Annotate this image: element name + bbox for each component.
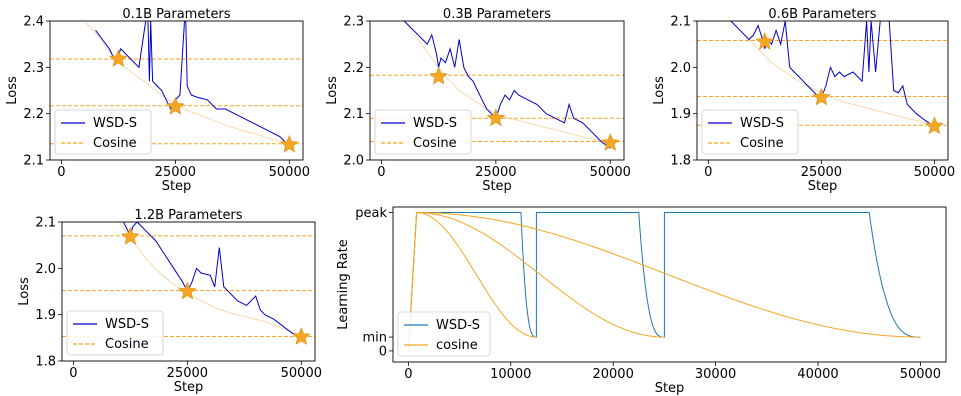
legend-label-wsd: WSD-S xyxy=(436,318,480,333)
checkpoint-star-marker xyxy=(813,89,830,105)
y-tick-label: 2.1 xyxy=(670,15,691,30)
y-axis-label: Learning Rate xyxy=(336,239,351,329)
chart-panel-1: 0 25000 50000 2.1 2.2 2.3 2.4 Step Loss 0.1B Para… xyxy=(5,7,310,194)
x-tick-label: 50000 xyxy=(590,165,631,180)
legend-label-cosine: Cosine xyxy=(105,337,149,352)
y-axis-label: Loss xyxy=(17,277,32,306)
checkpoint-star-marker xyxy=(430,68,447,84)
y-tick-label: 1.8 xyxy=(35,355,56,370)
y-tick-label: 1.9 xyxy=(35,308,56,323)
y-tick-label: 2.0 xyxy=(35,262,56,277)
legend-label-cosine: Cosine xyxy=(413,136,457,151)
y-tick-label: 2.3 xyxy=(23,61,44,76)
y-tick-label: peak xyxy=(355,206,387,221)
y-tick-label: 2.1 xyxy=(23,154,44,169)
y-tick-label: 2.1 xyxy=(343,107,364,122)
y-axis-label: Loss xyxy=(325,76,340,105)
chart-panel-4: 0 25000 50000 1.8 1.9 2.0 2.1 Step Loss 1.2B Para… xyxy=(17,208,322,395)
y-tick-label: 2.0 xyxy=(670,61,691,76)
x-tick-label: 20000 xyxy=(592,367,633,382)
x-tick-label: 50000 xyxy=(269,165,310,180)
y-tick-label: 1.9 xyxy=(670,107,691,122)
x-tick-label: 0 xyxy=(704,165,712,180)
chart-title: 0.6B Parameters xyxy=(768,7,876,22)
chart-panel-5: 0 10000 20000 30000 40000 500000minpeakStepLe… xyxy=(336,206,946,396)
checkpoint-star-marker xyxy=(293,328,310,344)
x-axis-label: Step xyxy=(808,179,838,194)
y-axis-label: Loss xyxy=(652,76,667,105)
x-tick-label: 0 xyxy=(57,165,65,180)
y-tick-label: min xyxy=(362,331,387,346)
x-tick-label: 0 xyxy=(377,165,385,180)
x-tick-label: 25000 xyxy=(475,165,516,180)
y-tick-label: 2.3 xyxy=(343,15,364,30)
x-tick-label: 40000 xyxy=(797,367,838,382)
chart-title: 0.1B Parameters xyxy=(122,7,230,22)
x-axis-label: Step xyxy=(162,179,192,194)
legend-label-wsd: WSD-S xyxy=(413,116,457,131)
x-tick-label: 50000 xyxy=(914,165,955,180)
y-tick-label: 2.2 xyxy=(23,107,44,122)
x-tick-label: 50000 xyxy=(281,366,322,381)
y-tick-label: 2.2 xyxy=(343,61,364,76)
legend-label-wsd: WSD-S xyxy=(105,317,149,332)
checkpoint-star-marker xyxy=(926,117,943,133)
chart-panel-3: 0 25000 50000 1.8 1.9 2.0 2.1 Step Loss 0.6B Para… xyxy=(652,7,955,194)
x-tick-label: 10000 xyxy=(490,367,531,382)
x-tick-label: 0 xyxy=(404,367,412,382)
y-tick-label: 2.4 xyxy=(23,15,44,30)
x-tick-label: 50000 xyxy=(900,367,941,382)
legend-label-wsd: WSD-S xyxy=(740,116,784,131)
chart-title: 0.3B Parameters xyxy=(443,7,551,22)
x-tick-label: 25000 xyxy=(167,366,208,381)
y-axis-label: Loss xyxy=(5,76,20,105)
x-tick-label: 30000 xyxy=(695,367,736,382)
x-axis-label: Step xyxy=(482,179,512,194)
x-tick-label: 0 xyxy=(69,366,77,381)
x-axis-label: Step xyxy=(174,380,204,395)
y-tick-label: 2.0 xyxy=(343,154,364,169)
chart-title: 1.2B Parameters xyxy=(134,208,242,223)
legend-label-cosine: Cosine xyxy=(740,136,784,151)
y-tick-label: 0 xyxy=(379,344,387,359)
y-tick-label: 1.8 xyxy=(670,154,691,169)
y-tick-label: 2.1 xyxy=(35,216,56,231)
x-tick-label: 25000 xyxy=(155,165,196,180)
legend-label-wsd: WSD-S xyxy=(93,116,137,131)
x-axis-label: Step xyxy=(655,381,685,396)
checkpoint-star-marker xyxy=(281,136,298,152)
checkpoint-star-marker xyxy=(122,228,139,244)
checkpoint-star-marker xyxy=(602,134,619,150)
legend-label-cosine: cosine xyxy=(436,338,478,353)
x-tick-label: 25000 xyxy=(801,165,842,180)
chart-panel-2: 0 25000 50000 2.0 2.1 2.2 2.3 Step Loss 0.3B Para… xyxy=(325,7,631,194)
legend-label-cosine: Cosine xyxy=(93,136,137,151)
